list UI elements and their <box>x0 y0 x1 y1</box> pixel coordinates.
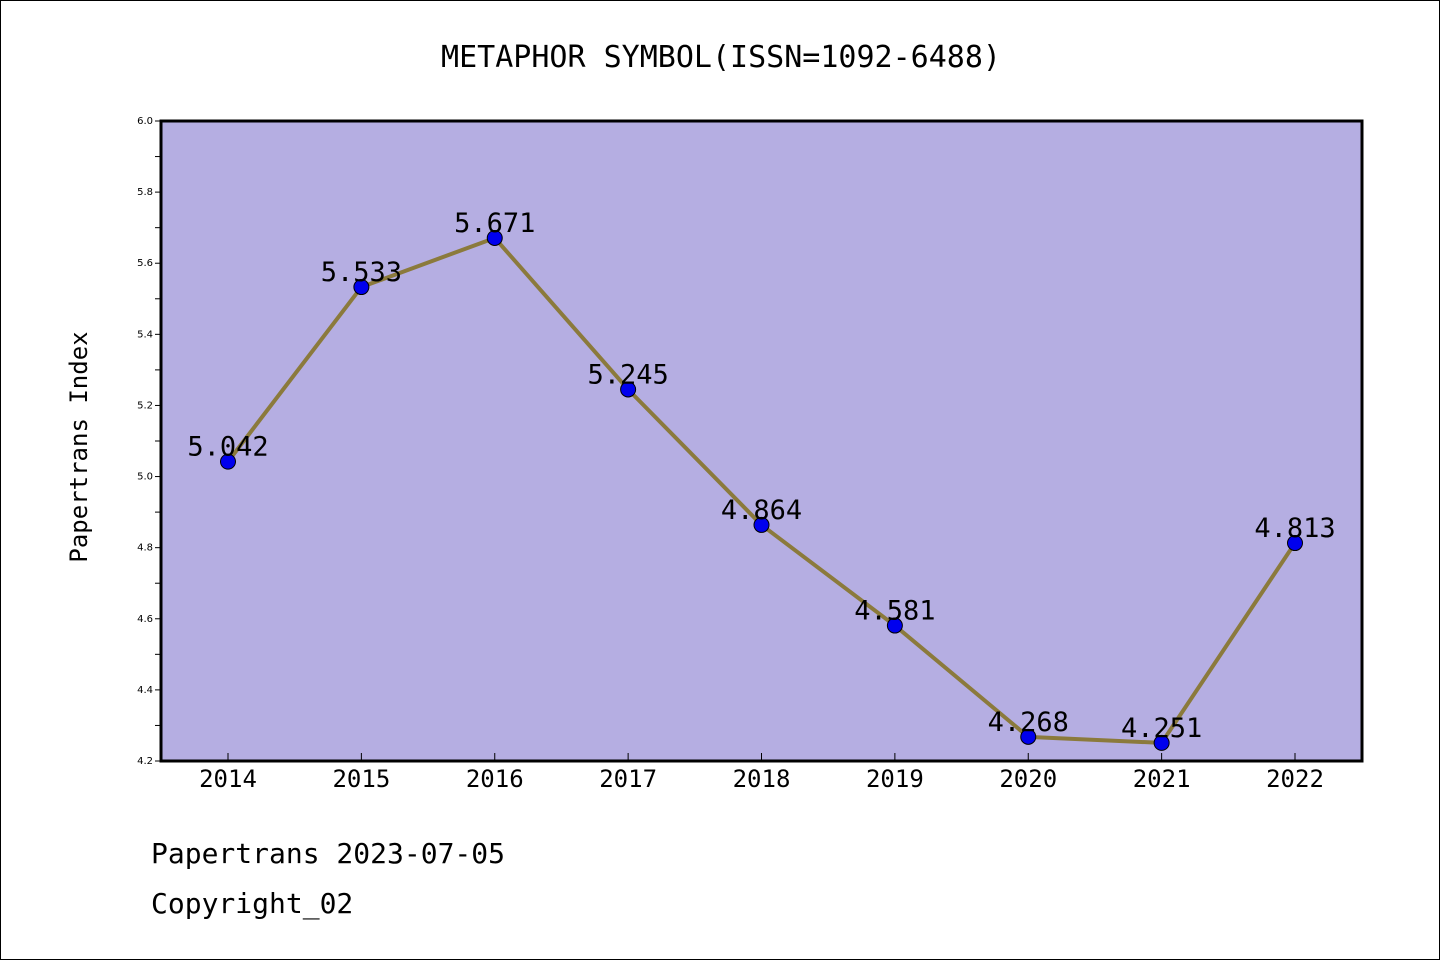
y-tick-label: 5.2 <box>137 400 153 411</box>
data-label: 4.581 <box>854 596 935 627</box>
data-point <box>1287 535 1303 552</box>
x-tick-label: 2018 <box>733 765 791 793</box>
y-tick-label: 5.8 <box>137 187 153 198</box>
y-axis-ticks: 4.2 4.4 4.6 4.8 5.0 5.2 5.4 5.6 5.8 6.0 <box>137 116 161 767</box>
y-tick-label: 4.2 <box>137 756 153 767</box>
y-tick-label: 4.8 <box>137 543 153 554</box>
x-tick-label: 2021 <box>1133 765 1191 793</box>
plot-area <box>161 121 1362 761</box>
x-axis-ticks: 2014 2015 2016 2017 2018 2019 2020 2021 2022 <box>199 753 1324 793</box>
y-tick-label: 6.0 <box>137 116 153 127</box>
data-point <box>353 279 370 296</box>
x-tick-label: 2014 <box>199 765 257 793</box>
data-point <box>620 381 637 398</box>
data-label: 5.245 <box>587 359 668 390</box>
chart-title: METAPHOR SYMBOL(ISSN=1092-6488) <box>441 40 1001 75</box>
x-tick-label: 2016 <box>466 765 524 793</box>
x-tick-label: 2020 <box>999 765 1057 793</box>
data-label: 5.042 <box>187 432 268 463</box>
x-tick-label: 2019 <box>866 765 924 793</box>
footer-copyright: Copyright_02 <box>151 887 354 920</box>
data-label: 4.864 <box>721 495 802 526</box>
data-point <box>220 453 236 470</box>
x-tick-label: 2015 <box>332 765 390 793</box>
data-point <box>753 516 770 533</box>
data-label: 4.268 <box>988 707 1069 738</box>
y-tick-label: 4.6 <box>137 614 153 625</box>
data-label: 5.671 <box>454 208 535 239</box>
y-tick-label: 4.4 <box>137 685 153 696</box>
data-point <box>1020 728 1037 745</box>
data-point <box>486 229 503 246</box>
data-label: 4.813 <box>1254 513 1335 544</box>
y-tick-label: 5.4 <box>137 329 153 340</box>
data-point <box>1153 734 1170 751</box>
plot-border <box>159 119 1364 763</box>
y-tick-label: 5.0 <box>137 472 153 483</box>
y-axis-label: Papertrans Index <box>65 331 93 562</box>
data-label: 4.251 <box>1121 713 1202 744</box>
x-tick-label: 2017 <box>599 765 657 793</box>
footer-date: Papertrans 2023-07-05 <box>151 837 506 870</box>
y-tick-label: 5.6 <box>137 258 153 269</box>
data-label: 5.533 <box>321 257 402 288</box>
x-tick-label: 2022 <box>1266 765 1324 793</box>
data-point <box>886 617 903 634</box>
series-layer: 5.042 5.533 5.671 5.245 4.864 4.581 4.268 4.251… <box>187 208 1336 751</box>
